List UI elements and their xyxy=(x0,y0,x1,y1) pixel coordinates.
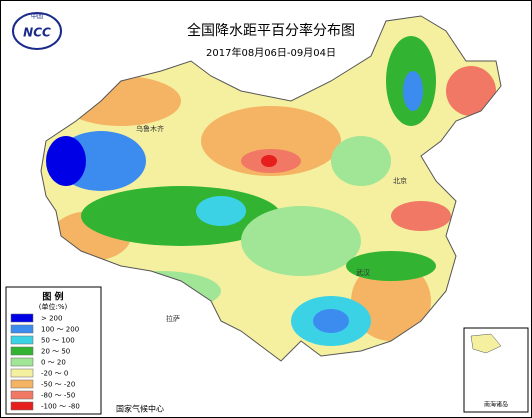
legend-title: 图 例 xyxy=(42,291,63,303)
place-label: 拉萨 xyxy=(166,314,180,323)
footer: 国家气候中心 xyxy=(116,404,164,414)
legend-swatch xyxy=(10,313,34,323)
legend-swatch xyxy=(10,346,34,356)
inset: 南海诸岛 xyxy=(463,327,529,413)
legend-swatch xyxy=(10,368,34,378)
legend-unit: (单位:%) xyxy=(39,302,68,311)
border xyxy=(40,15,502,362)
subtitle: 2017年08月06日-09月04日 xyxy=(206,46,336,59)
legend: 图 例 (单位:%) > 200 100 ～ 200 50 ～ 100 20 ～ 50… xyxy=(5,286,102,415)
logo-abbr: NCC xyxy=(23,26,51,40)
legend-label: 50 ～ 100 xyxy=(41,337,75,345)
legend-swatch xyxy=(10,379,34,389)
logo: 中国 NCC xyxy=(12,12,62,50)
place-label: 乌鲁木齐 xyxy=(136,124,164,133)
legend-label: 20 ～ 50 xyxy=(41,348,70,356)
legend-label: > 200 xyxy=(41,315,62,323)
legend-label: -80 ～ -50 xyxy=(41,392,75,400)
legend-swatch xyxy=(10,390,34,400)
inset-label: 南海诸岛 xyxy=(484,401,508,409)
legend-swatch xyxy=(10,324,34,334)
legend-swatch xyxy=(10,335,34,345)
place-label: 北京 xyxy=(393,176,407,185)
logo-text: 中国 xyxy=(31,13,43,21)
legend-swatch xyxy=(10,357,34,367)
legend-label: -50 ～ -20 xyxy=(41,381,75,389)
legend-label: -100 ～ -80 xyxy=(41,403,80,411)
legend-swatch xyxy=(10,401,34,411)
legend-label: 0 ～ 20 xyxy=(41,359,66,367)
title: 全国降水距平百分率分布图 xyxy=(187,22,355,39)
place-label: 武汉 xyxy=(356,268,370,277)
legend-label: -20 ～ 0 xyxy=(41,370,68,378)
legend-label: 100 ～ 200 xyxy=(41,326,79,334)
